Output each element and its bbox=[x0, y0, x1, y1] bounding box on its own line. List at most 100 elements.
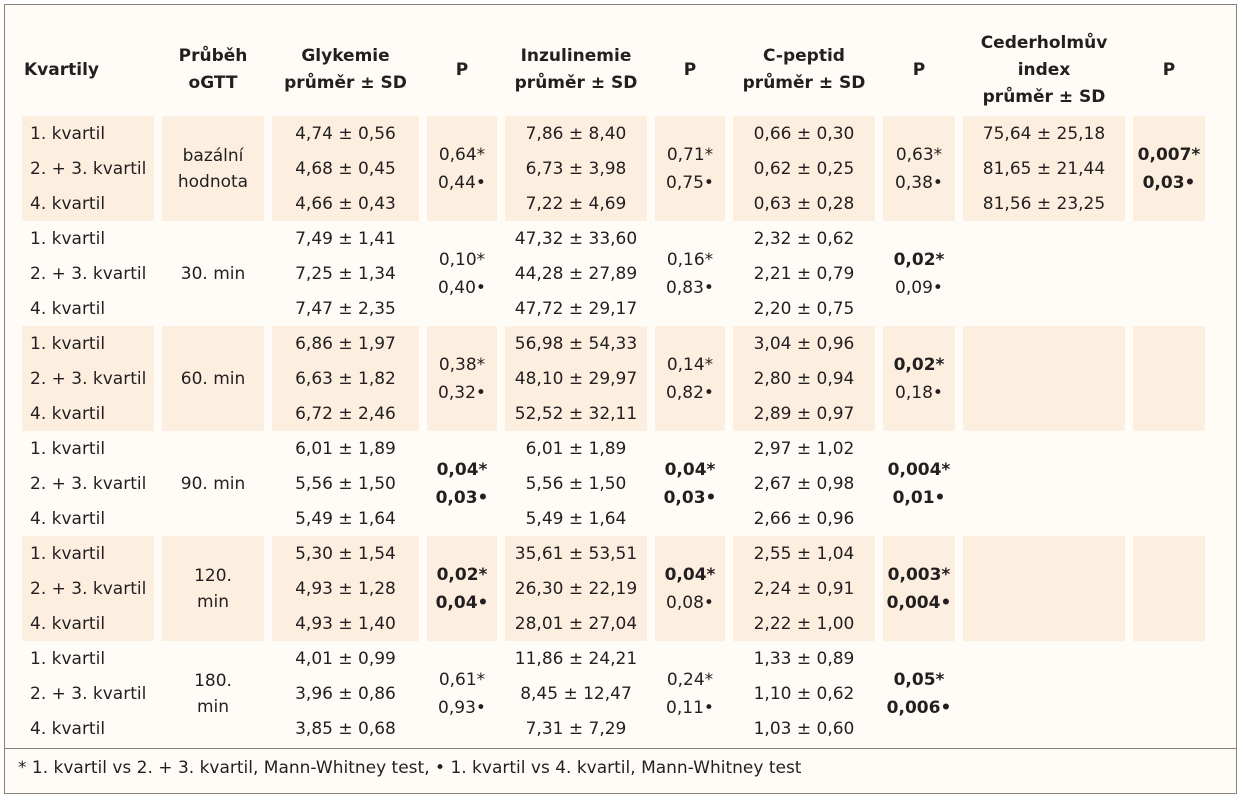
quartile-label: 2. + 3. kvartil bbox=[30, 683, 147, 704]
inzulinemie-cell: 47,32 ± 33,60 44,28 ± 27,89 47,72 ± 29,17 bbox=[501, 221, 651, 326]
ogtt-time: bazální hodnota bbox=[158, 116, 268, 221]
cpeptid-cell-value: 2,21 ± 0,79 bbox=[753, 263, 855, 284]
cpeptid-cell: 0,66 ± 0,30 0,62 ± 0,25 0,63 ± 0,28 bbox=[729, 116, 879, 221]
quartile-labels: 1. kvartil 2. + 3. kvartil 4. kvartil bbox=[18, 431, 158, 536]
glykemie-cell: 7,49 ± 1,41 7,25 ± 1,34 7,47 ± 2,35 bbox=[268, 221, 423, 326]
table-row: 1. kvartil 2. + 3. kvartil 4. kvartil 120. m… bbox=[18, 536, 1209, 641]
cederholm-cell bbox=[959, 536, 1129, 641]
p-glykemie-cell: 0,04* 0,03• bbox=[423, 431, 501, 536]
p-value: 0,93• bbox=[438, 697, 486, 718]
quartile-label: 4. kvartil bbox=[30, 298, 106, 319]
inzulinemie-cell-value: 11,86 ± 24,21 bbox=[514, 648, 638, 669]
p-value: 0,10* bbox=[438, 249, 486, 270]
inzulinemie-cell-value: 26,30 ± 22,19 bbox=[514, 578, 638, 599]
cpeptid-cell-value: 3,04 ± 0,96 bbox=[753, 333, 855, 354]
quartile-label: 2. + 3. kvartil bbox=[30, 473, 147, 494]
inzulinemie-cell-value: 47,32 ± 33,60 bbox=[514, 228, 638, 249]
cpeptid-cell-value: 2,20 ± 0,75 bbox=[753, 298, 855, 319]
cpeptid-cell-value: 1,33 ± 0,89 bbox=[753, 648, 855, 669]
cpeptid-cell-value: 2,67 ± 0,98 bbox=[753, 473, 855, 494]
ogtt-time-label: 60. min bbox=[180, 368, 246, 389]
ogtt-time-label: bazální bbox=[182, 145, 244, 166]
cpeptid-cell: 1,33 ± 0,89 1,10 ± 0,62 1,03 ± 0,60 bbox=[729, 641, 879, 746]
p-value: 0,05* bbox=[893, 669, 945, 690]
p-value: 0,38• bbox=[895, 172, 943, 193]
ogtt-time-label: 180. bbox=[194, 670, 232, 691]
p-cpeptid-cell: 0,02* 0,18• bbox=[879, 326, 959, 431]
glykemie-cell: 4,74 ± 0,56 4,68 ± 0,45 4,66 ± 0,43 bbox=[268, 116, 423, 221]
table-row: 1. kvartil 2. + 3. kvartil 4. kvartil bazál… bbox=[18, 116, 1209, 221]
ogtt-time-label: min bbox=[196, 591, 230, 612]
p-value: 0,63* bbox=[895, 144, 943, 165]
cpeptid-cell-value: 2,89 ± 0,97 bbox=[753, 403, 855, 424]
p-value: 0,004* bbox=[887, 459, 951, 480]
cederholm-cell-value: 81,65 ± 21,44 bbox=[982, 158, 1106, 179]
inzulinemie-cell-value: 35,61 ± 53,51 bbox=[514, 543, 638, 564]
p-value: 0,003* bbox=[887, 564, 951, 585]
ogtt-time: 120. min bbox=[158, 536, 268, 641]
glykemie-cell-value: 7,25 ± 1,34 bbox=[295, 263, 396, 284]
table-row: 1. kvartil 2. + 3. kvartil 4. kvartil 60. m… bbox=[18, 326, 1209, 431]
p-value: 0,24* bbox=[666, 669, 714, 690]
inzulinemie-cell-value: 44,28 ± 27,89 bbox=[514, 263, 638, 284]
p-value: 0,02* bbox=[893, 354, 945, 375]
quartile-label: 4. kvartil bbox=[30, 508, 106, 529]
glykemie-cell-value: 4,93 ± 1,28 bbox=[295, 578, 396, 599]
inzulinemie-cell-value: 5,56 ± 1,50 bbox=[525, 473, 627, 494]
cederholm-cell: 75,64 ± 25,18 81,65 ± 21,44 81,56 ± 23,25 bbox=[959, 116, 1129, 221]
cpeptid-cell-value: 2,66 ± 0,96 bbox=[753, 508, 855, 529]
p-value: 0,04• bbox=[435, 592, 489, 613]
inzulinemie-cell-value: 56,98 ± 54,33 bbox=[514, 333, 638, 354]
ogtt-time: 180. min bbox=[158, 641, 268, 746]
quartile-label: 1. kvartil bbox=[30, 228, 106, 249]
glykemie-cell-value: 4,66 ± 0,43 bbox=[295, 193, 396, 214]
quartile-label: 1. kvartil bbox=[30, 333, 106, 354]
cpeptid-cell-value: 0,63 ± 0,28 bbox=[753, 193, 855, 214]
inzulinemie-cell-value: 5,49 ± 1,64 bbox=[525, 508, 627, 529]
quartile-labels: 1. kvartil 2. + 3. kvartil 4. kvartil bbox=[18, 221, 158, 326]
p-cederholm-cell: 0,007* 0,03• bbox=[1129, 116, 1209, 221]
inzulinemie-cell: 11,86 ± 24,21 8,45 ± 12,47 7,31 ± 7,29 bbox=[501, 641, 651, 746]
ogtt-time-label: 90. min bbox=[180, 473, 246, 494]
inzulinemie-cell: 56,98 ± 54,33 48,10 ± 29,97 52,52 ± 32,11 bbox=[501, 326, 651, 431]
quartile-label: 1. kvartil bbox=[30, 543, 106, 564]
p-glykemie-cell: 0,10* 0,40• bbox=[423, 221, 501, 326]
quartile-labels: 1. kvartil 2. + 3. kvartil 4. kvartil bbox=[18, 326, 158, 431]
p-value: 0,08• bbox=[666, 592, 714, 613]
p-value: 0,03• bbox=[1142, 172, 1196, 193]
p-cpeptid-cell: 0,004* 0,01• bbox=[879, 431, 959, 536]
p-value: 0,32• bbox=[438, 382, 486, 403]
cpeptid-cell-value: 2,80 ± 0,94 bbox=[753, 368, 855, 389]
p-value: 0,02* bbox=[893, 249, 945, 270]
cpeptid-cell-value: 1,03 ± 0,60 bbox=[753, 718, 855, 739]
p-cederholm-cell bbox=[1129, 221, 1209, 326]
header-kvartily: Kvartily bbox=[24, 59, 99, 80]
glykemie-cell-value: 5,56 ± 1,50 bbox=[295, 473, 396, 494]
header-glykemie: Glykemie průměr ± SD bbox=[284, 46, 407, 93]
glykemie-cell-value: 6,86 ± 1,97 bbox=[295, 333, 396, 354]
cpeptid-cell-value: 2,24 ± 0,91 bbox=[753, 578, 855, 599]
p-value: 0,03• bbox=[435, 487, 489, 508]
table-row: 1. kvartil 2. + 3. kvartil 4. kvartil 180. m… bbox=[18, 641, 1209, 746]
glykemie-cell-value: 6,72 ± 2,46 bbox=[295, 403, 396, 424]
p-cpeptid-cell: 0,63* 0,38• bbox=[879, 116, 959, 221]
header-p-inzulinemie: P bbox=[683, 59, 697, 80]
quartile-label: 2. + 3. kvartil bbox=[30, 368, 147, 389]
inzulinemie-cell-value: 48,10 ± 29,97 bbox=[514, 368, 638, 389]
quartile-label: 4. kvartil bbox=[30, 718, 106, 739]
cpeptid-cell-value: 1,10 ± 0,62 bbox=[753, 683, 855, 704]
p-value: 0,004• bbox=[886, 592, 952, 613]
p-glykemie-cell: 0,64* 0,44• bbox=[423, 116, 501, 221]
quartile-label: 4. kvartil bbox=[30, 613, 106, 634]
quartile-label: 4. kvartil bbox=[30, 193, 106, 214]
header-inzulinemie: Inzulinemie průměr ± SD bbox=[514, 46, 638, 93]
header-prubeh: Průběh oGTT bbox=[178, 46, 248, 93]
p-inzulinemie-cell: 0,04* 0,08• bbox=[651, 536, 729, 641]
cederholm-cell bbox=[959, 431, 1129, 536]
p-value: 0,71* bbox=[666, 144, 714, 165]
p-cederholm-cell bbox=[1129, 431, 1209, 536]
glykemie-cell-value: 7,47 ± 2,35 bbox=[295, 298, 396, 319]
p-value: 0,75• bbox=[666, 172, 714, 193]
p-value: 0,04* bbox=[664, 459, 716, 480]
quartile-label: 2. + 3. kvartil bbox=[30, 578, 147, 599]
